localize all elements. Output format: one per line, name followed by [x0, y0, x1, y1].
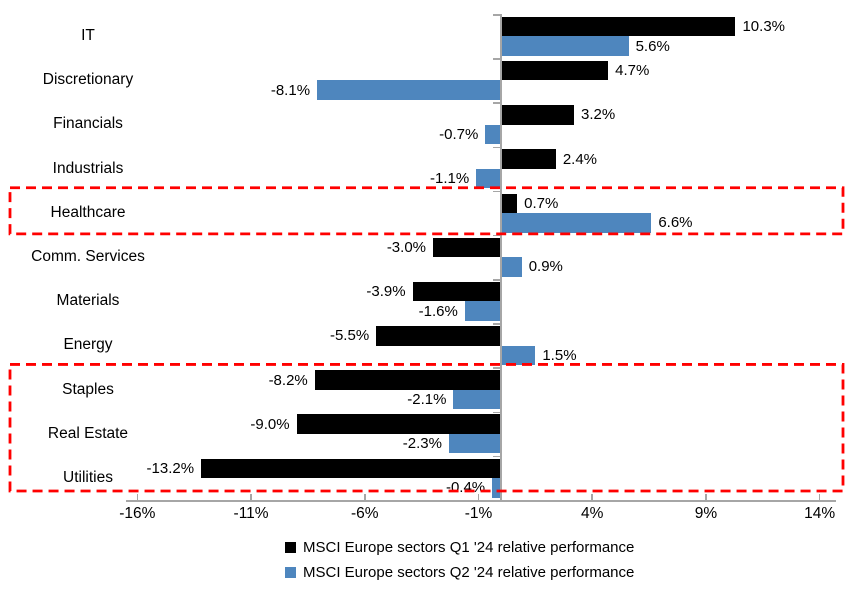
q2-bar: [501, 213, 652, 233]
q2-value-label: 1.5%: [542, 346, 577, 364]
q2-bar: [464, 301, 502, 321]
x-axis-tick: [364, 494, 366, 500]
category-axis-tick: [493, 14, 502, 16]
q2-bar: [485, 124, 502, 145]
q1-bar: [296, 414, 502, 434]
category-axis-tick: [493, 190, 502, 193]
q2-bar: [453, 389, 502, 410]
x-axis-tick: [591, 494, 593, 500]
category-axis-tick: [493, 58, 502, 60]
x-axis-tick: [705, 494, 707, 500]
x-tick-label: 14%: [804, 505, 836, 522]
q1-value-label: 2.4%: [562, 150, 598, 168]
x-tick-label: -6%: [350, 505, 379, 522]
q2-series-label: MSCI Europe sectors Q2 '24 relative perf…: [303, 564, 635, 581]
category-axis-tick: [493, 323, 502, 325]
q2-value-label: -8.1%: [270, 81, 311, 99]
q2-bar: [501, 36, 629, 56]
category-axis-tick: [493, 455, 502, 458]
q1-value-label: -5.5%: [329, 327, 370, 345]
category-label: Staples: [62, 380, 114, 398]
legend-item-q1: MSCI Europe sectors Q1 '24 relative perf…: [285, 539, 634, 556]
x-axis-line: [126, 500, 836, 502]
x-tick-label: -1%: [464, 505, 493, 522]
q2-value-label: -0.4%: [445, 479, 486, 497]
x-axis-tick: [250, 494, 252, 500]
q1-bar: [501, 60, 609, 81]
category-axis-tick: [493, 102, 502, 104]
q1-series-swatch: [285, 542, 296, 553]
category-axis-tick: [493, 500, 502, 502]
category-label: Comm. Services: [31, 247, 145, 265]
q2-value-label: 0.9%: [528, 258, 563, 276]
q1-value-label: -9.0%: [250, 415, 290, 433]
q1-bar: [501, 105, 574, 125]
category-label: IT: [81, 27, 95, 45]
q1-bar: [501, 16, 736, 37]
q1-value-label: 4.7%: [615, 62, 650, 80]
q1-bar: [501, 193, 518, 214]
q2-value-label: -1.6%: [418, 302, 458, 320]
y-axis-line: [500, 14, 503, 500]
category-label: Real Estate: [47, 424, 129, 442]
q1-value-label: 10.3%: [742, 18, 786, 36]
q1-bar: [433, 237, 502, 258]
x-axis-tick: [136, 494, 139, 500]
q1-series-label: MSCI Europe sectors Q1 '24 relative perf…: [303, 539, 635, 556]
q1-bar: [376, 326, 502, 346]
q2-bar: [317, 80, 502, 100]
x-axis-tick: [818, 494, 821, 500]
x-tick-label: 9%: [694, 505, 718, 522]
q2-bar: [501, 257, 522, 277]
q1-value-label: -13.2%: [146, 459, 195, 477]
q1-value-label: -8.2%: [268, 371, 308, 389]
q1-bar: [501, 149, 556, 169]
q1-value-label: -3.0%: [386, 238, 426, 256]
category-axis-tick: [493, 367, 502, 369]
category-label: Financials: [53, 115, 123, 133]
q1-value-label: -3.9%: [366, 283, 406, 301]
category-label: Industrials: [52, 159, 124, 177]
category-label: Discretionary: [42, 71, 134, 89]
x-tick-label: -11%: [233, 505, 269, 522]
q1-value-label: 0.7%: [524, 194, 559, 212]
category-label: Energy: [63, 336, 113, 354]
q1-value-label: 3.2%: [581, 106, 616, 124]
q2-bar: [448, 433, 502, 454]
q2-value-label: -1.1%: [430, 170, 470, 188]
q2-value-label: -2.3%: [402, 435, 442, 453]
q2-value-label: -2.1%: [407, 391, 447, 408]
q1-bar: [412, 281, 502, 302]
q2-value-label: -0.7%: [439, 125, 479, 143]
legend-item-q2: MSCI Europe sectors Q2 '24 relative perf…: [285, 564, 634, 581]
category-label: Healthcare: [50, 203, 126, 221]
category-axis-tick: [493, 234, 502, 237]
category-axis-tick: [493, 279, 502, 281]
q2-bar: [501, 345, 536, 366]
q2-value-label: 5.6%: [635, 37, 670, 55]
q2-value-label: 6.6%: [658, 214, 693, 232]
category-axis-tick: [493, 146, 502, 149]
q1-bar: [201, 458, 502, 479]
category-axis-tick: [493, 411, 502, 414]
q1-bar: [314, 370, 502, 390]
q2-bar: [476, 168, 502, 189]
x-tick-label: 4%: [581, 505, 604, 522]
x-axis-tick: [477, 494, 480, 500]
q2-series-swatch: [285, 567, 296, 578]
category-label: Materials: [56, 292, 120, 310]
legend: MSCI Europe sectors Q1 '24 relative perf…: [285, 539, 634, 581]
x-tick-label: -16%: [119, 505, 156, 522]
